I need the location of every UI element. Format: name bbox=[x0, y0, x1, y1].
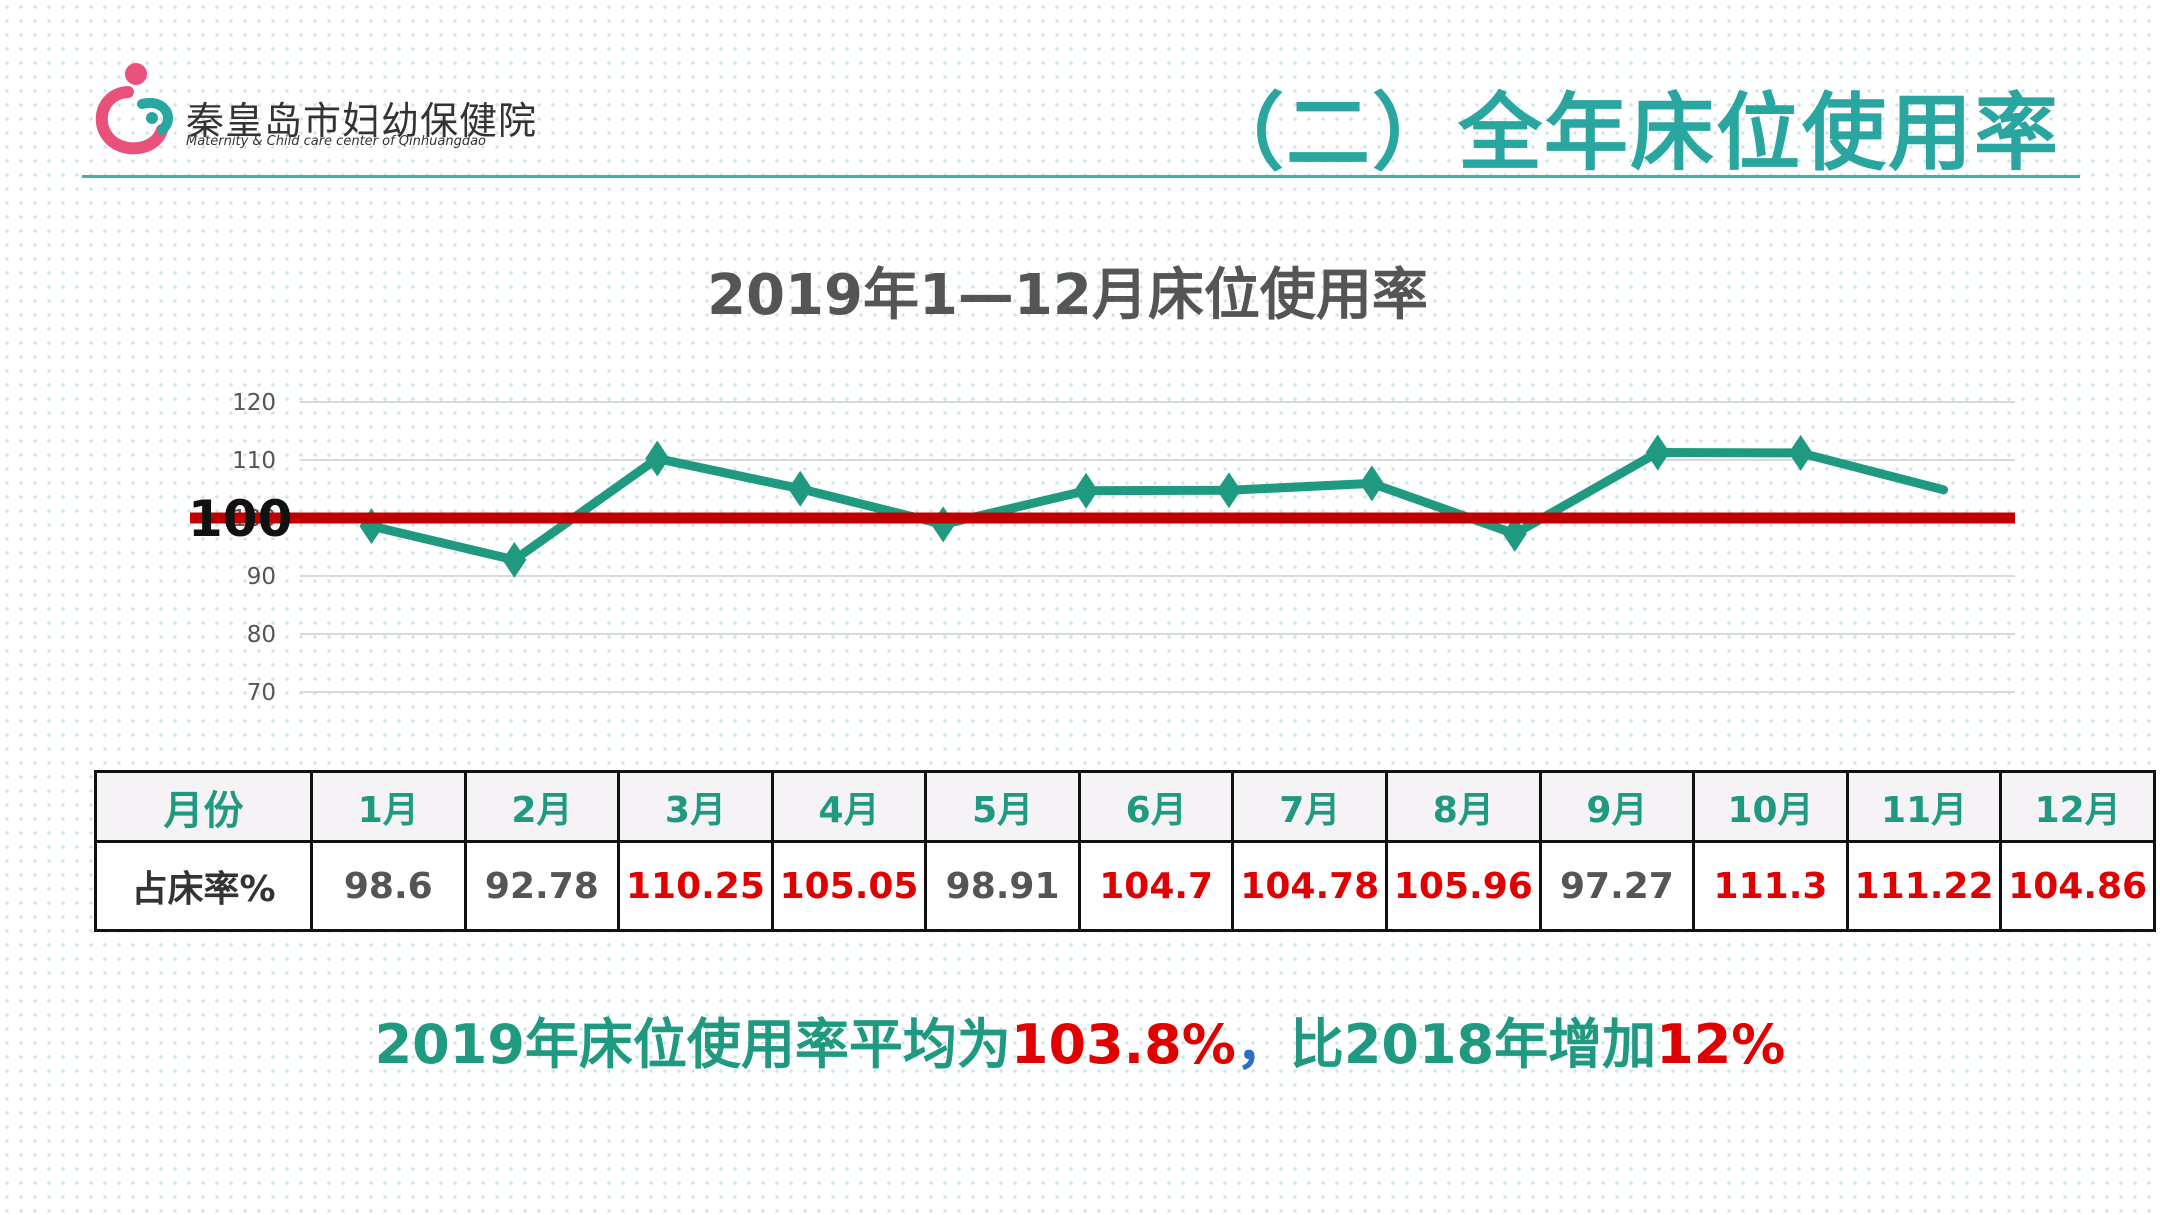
summary-part1: 2019年床位使用率平均为 bbox=[374, 1013, 1011, 1076]
table-month-cell: 10月 bbox=[1692, 769, 1849, 844]
header-divider bbox=[82, 175, 2080, 178]
y-tick-label: 80 bbox=[247, 622, 276, 648]
table-value-cell: 111.22 bbox=[1845, 840, 2003, 932]
table-value-cell: 98.6 bbox=[310, 840, 467, 932]
summary-text: 2019年床位使用率平均为103.8%，比2018年增加12% bbox=[0, 1000, 2160, 1079]
table-value-cell: 92.78 bbox=[463, 840, 621, 932]
data-point bbox=[788, 470, 813, 507]
table-value-cell: 105.96 bbox=[1385, 840, 1542, 932]
y-tick-label: 70 bbox=[247, 680, 276, 706]
occupancy-table: 月份 1月 2月 3月 4月 5月 6月 7月 8月 9月 10月 11月 12月 占床率% 98.6… bbox=[94, 769, 2156, 932]
data-point bbox=[931, 506, 956, 543]
table-value-cell: 110.25 bbox=[617, 840, 774, 932]
org-name-cn: 秦皇岛市妇幼保健院 bbox=[186, 99, 538, 143]
table-month-cell: 5月 bbox=[924, 769, 1081, 844]
table-value-cell: 104.86 bbox=[1999, 840, 2156, 932]
table-header-label: 月份 bbox=[94, 769, 313, 844]
data-point bbox=[1502, 515, 1527, 552]
y-tick-label: 90 bbox=[247, 564, 276, 590]
summary-average: 103.8% bbox=[1010, 1013, 1236, 1076]
chart-title: 2019年1—12月床位使用率 bbox=[707, 263, 1428, 328]
table-value-cell: 97.27 bbox=[1538, 840, 1696, 932]
logo-icon bbox=[95, 63, 173, 155]
table-month-cell: 1月 bbox=[310, 769, 467, 844]
hospital-logo: 秦皇岛市妇幼保健院 Maternity & Child care center … bbox=[88, 58, 536, 158]
series-line bbox=[366, 447, 1949, 565]
table-month-cell: 4月 bbox=[770, 769, 928, 844]
summary-comma: ， bbox=[1235, 1013, 1290, 1076]
page-title: （二）全年床位使用率 bbox=[1199, 84, 2060, 182]
table-month-cell: 3月 bbox=[617, 769, 774, 844]
table-value-cell: 105.05 bbox=[770, 840, 928, 932]
table-header-row: 月份 1月 2月 3月 4月 5月 6月 7月 8月 9月 10月 11月 12月 bbox=[94, 769, 2156, 844]
data-point bbox=[1645, 434, 1670, 471]
table-value-cell: 98.91 bbox=[924, 840, 1081, 932]
data-point bbox=[1359, 465, 1384, 502]
data-point bbox=[1788, 434, 1813, 471]
data-point bbox=[502, 541, 527, 578]
summary-increase: 12% bbox=[1656, 1013, 1786, 1076]
table-value-cell: 111.3 bbox=[1692, 840, 1849, 932]
summary-part2: 比2018年增加 bbox=[1289, 1013, 1657, 1076]
table-value-row: 占床率% 98.6 92.78 110.25 105.05 98.91 104.7 104.… bbox=[94, 840, 2156, 932]
table-month-cell: 6月 bbox=[1077, 769, 1235, 844]
y-tick-label: 110 bbox=[232, 448, 276, 474]
data-point bbox=[645, 440, 670, 477]
table-month-cell: 11月 bbox=[1845, 769, 2003, 844]
table-value-cell: 104.78 bbox=[1231, 840, 1389, 932]
table-month-cell: 8月 bbox=[1385, 769, 1542, 844]
table-value-cell: 104.7 bbox=[1077, 840, 1235, 932]
data-point bbox=[1074, 472, 1099, 509]
table-month-cell: 2月 bbox=[463, 769, 621, 844]
table-month-cell: 12月 bbox=[1999, 769, 2156, 844]
data-point bbox=[1216, 472, 1241, 509]
reference-line-label: 100 bbox=[188, 490, 292, 548]
table-month-cell: 9月 bbox=[1538, 769, 1696, 844]
table-month-cell: 7月 bbox=[1231, 769, 1389, 844]
y-tick-label: 120 bbox=[232, 390, 276, 416]
table-row-label: 占床率% bbox=[94, 840, 313, 932]
org-name-en: Maternity & Child care center of Qinhuan… bbox=[186, 134, 486, 149]
